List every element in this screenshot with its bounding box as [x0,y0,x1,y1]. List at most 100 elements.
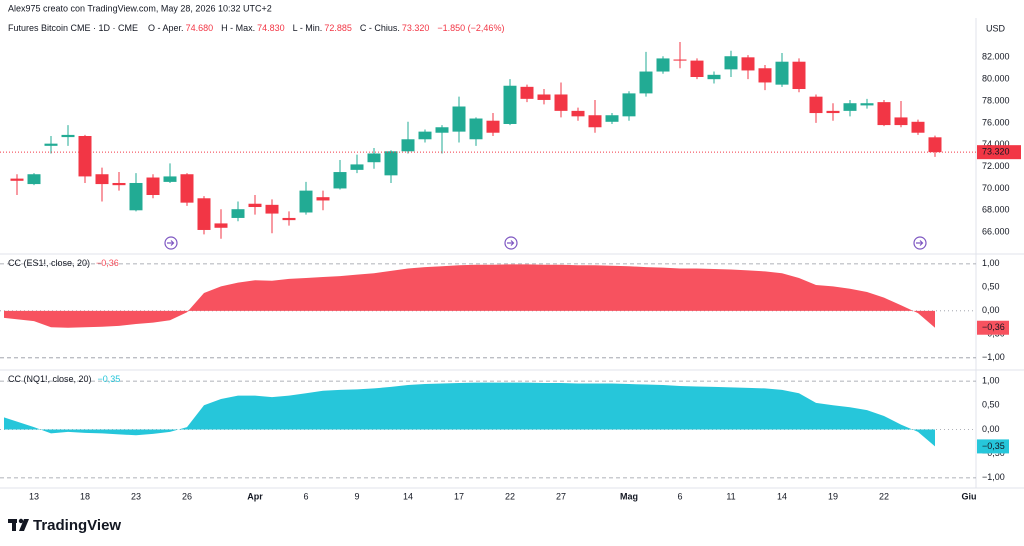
candle-body [741,57,755,71]
y-tick-label: 68.000 [982,205,1010,215]
x-tick-label: Mag [620,491,638,501]
candle-body [486,120,500,133]
candle-body [928,137,942,153]
x-tick-label: 6 [303,491,308,501]
candle-body [588,115,602,128]
candle-body [656,58,670,72]
candle-body [775,61,789,85]
candle-body [452,106,466,132]
event-icon[interactable] [504,236,518,250]
y-tick-label: 78.000 [982,95,1010,105]
field-name: O - Aper. [148,23,184,33]
candle-body [758,68,772,83]
area [4,382,935,447]
y-tick-label: 1,00 [982,375,1000,385]
field-value: 74.680 [186,23,214,33]
y-tick-label: 0,00 [982,424,1000,434]
candle-body [265,204,279,214]
indicator-title: CC (ES1!, close, 20) −0,36 [8,258,119,268]
candle-body [843,103,857,111]
candle-body [10,178,24,181]
y-tick-label: 76.000 [982,117,1010,127]
candle-body [622,93,636,117]
candle-body [673,59,687,61]
candle-body [809,96,823,114]
y-tick-label: −1,00 [982,472,1005,482]
indicator-name: CC (ES1!, close, 20) [8,258,90,268]
brand-logo [8,518,29,531]
candle-body [61,134,75,138]
candle-body [95,174,109,185]
candle-body [333,172,347,189]
candle-body [503,85,517,124]
candle-body [316,197,330,201]
last-value-box [977,439,1009,454]
y-tick-label: 66.000 [982,227,1010,237]
candle-body [231,209,245,218]
event-icon[interactable] [164,236,178,250]
x-tick-label: 14 [403,491,413,501]
last-value-box [977,320,1009,335]
candle-body [537,94,551,100]
y-tick-label: 82.000 [982,52,1010,62]
candle-body [180,174,194,203]
y-tick-label: 0,50 [982,400,1000,410]
candle-body [435,127,449,133]
indicator-value: −0,36 [96,258,119,268]
candle-body [401,139,415,152]
x-tick-label: Giu [962,491,977,501]
candle-body [792,61,806,90]
candle-body [877,102,891,126]
candle-body [282,217,296,221]
last-value-label: −0,36 [982,322,1005,332]
indicator-value: −0,35 [98,374,121,384]
y-tick-label: 80.000 [982,74,1010,84]
candle-body [894,117,908,126]
candle-body [384,151,398,176]
y-tick-label: 1,00 [982,258,1000,268]
field-value: 73.320 [402,23,430,33]
y-tick-label: 0,00 [982,305,1000,315]
candle-body [367,153,381,163]
candle-body [571,110,585,117]
candle-body [554,94,568,111]
field-name: L - Min. [293,23,323,33]
candle-body [690,60,704,77]
x-tick-label: 6 [677,491,682,501]
candle-body [299,190,313,213]
candle-body [520,86,534,99]
x-tick-label: 9 [354,491,359,501]
field-value: 72.885 [324,23,352,33]
x-tick-label: Apr [247,491,263,501]
currency: USD [986,23,1006,33]
indicator-title: CC (NQ1!, close, 20) −0,35 [8,374,120,384]
x-tick-label: 22 [505,491,515,501]
candle-body [826,110,840,114]
y-tick-label: 74.000 [982,139,1010,149]
candle-body [78,136,92,177]
change: −1.850 (−2,46%) [437,23,504,33]
x-tick-label: 19 [828,491,838,501]
candle-body [469,118,483,140]
credit: Alex975 creato con TradingView.com, May … [8,3,272,13]
symbol: Futures Bitcoin CME · 1D · CME [8,23,138,33]
candle-body [350,164,364,170]
x-tick-label: 26 [182,491,192,501]
last-price-box [977,145,1021,160]
field-name: C - Chius. [360,23,400,33]
y-tick-label: −1,00 [982,352,1005,362]
legend-line: Futures Bitcoin CME · 1D · CME O - Aper. 7… [8,23,504,33]
candle-body [911,121,925,133]
y-tick-label: 72.000 [982,161,1010,171]
last-value-label: −0,35 [982,441,1005,451]
field-name: H - Max. [221,23,255,33]
x-tick-label: 14 [777,491,787,501]
y-tick-label: 70.000 [982,183,1010,193]
y-tick-label: 0,50 [982,282,1000,292]
x-tick-label: 18 [80,491,90,501]
candle-body [146,177,160,195]
indicator-name: CC (NQ1!, close, 20) [8,374,92,384]
event-icon[interactable] [913,236,927,250]
candle-body [27,174,41,185]
